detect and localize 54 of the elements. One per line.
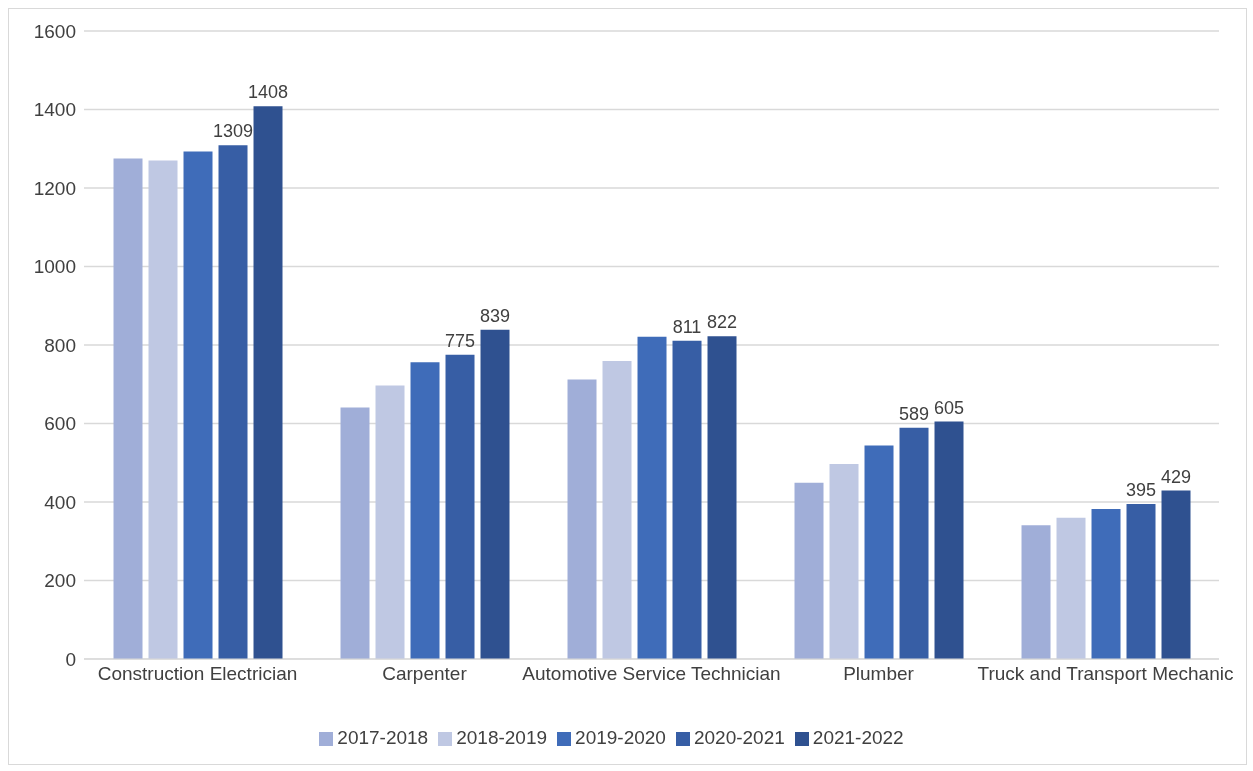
bar <box>375 385 405 659</box>
x-tick-label: Carpenter <box>382 663 468 685</box>
y-tick-label: 600 <box>44 413 76 435</box>
y-tick-label: 800 <box>44 334 76 356</box>
bar <box>829 463 859 659</box>
bar <box>340 407 370 659</box>
bar <box>567 379 597 659</box>
bar <box>602 361 632 659</box>
y-tick-label: 200 <box>44 570 76 592</box>
bar <box>794 482 824 659</box>
bar <box>445 354 475 659</box>
y-tick-label: 1600 <box>33 20 76 42</box>
legend-label: 2021-2022 <box>812 727 904 748</box>
legend-label: 2019-2020 <box>575 727 666 748</box>
data-label: 589 <box>898 403 930 424</box>
bar <box>253 106 283 659</box>
x-tick-label: Construction Electrician <box>97 663 298 685</box>
y-tick-label: 0 <box>65 648 76 670</box>
bar <box>1056 517 1086 659</box>
bar <box>1021 525 1051 659</box>
data-label: 1408 <box>247 82 289 103</box>
bar <box>637 336 667 659</box>
bar <box>218 145 248 659</box>
data-label: 811 <box>672 316 702 337</box>
y-tick-label: 400 <box>44 491 76 513</box>
data-label: 839 <box>479 305 511 326</box>
y-tick-label: 1200 <box>33 177 76 199</box>
x-tick-label: Automotive Service Technician <box>522 663 781 685</box>
x-tick-label: Truck and Transport Mechanic <box>977 663 1234 685</box>
bar <box>864 445 894 659</box>
bar <box>1161 490 1191 659</box>
legend-label: 2018-2019 <box>456 727 548 748</box>
data-label: 822 <box>706 312 738 333</box>
data-label: 775 <box>444 330 476 351</box>
data-label: 395 <box>1125 479 1157 500</box>
data-label: 605 <box>933 397 965 418</box>
bar <box>1091 509 1121 659</box>
bar <box>183 151 213 659</box>
data-label: 1309 <box>212 121 254 142</box>
data-label: 429 <box>1160 466 1192 487</box>
bar <box>480 329 510 659</box>
bar <box>707 336 737 659</box>
y-tick-label: 1000 <box>33 256 76 278</box>
bar <box>410 362 440 659</box>
bar <box>1126 503 1156 659</box>
bar <box>899 427 929 659</box>
bar <box>934 421 964 659</box>
x-tick-label: Plumber <box>843 663 915 685</box>
bar <box>148 160 178 659</box>
y-tick-label: 1400 <box>33 99 76 121</box>
legend-label: 2020-2021 <box>693 727 785 748</box>
bar <box>113 158 143 659</box>
bar <box>672 340 702 659</box>
legend-label: 2017-2018 <box>337 727 429 748</box>
